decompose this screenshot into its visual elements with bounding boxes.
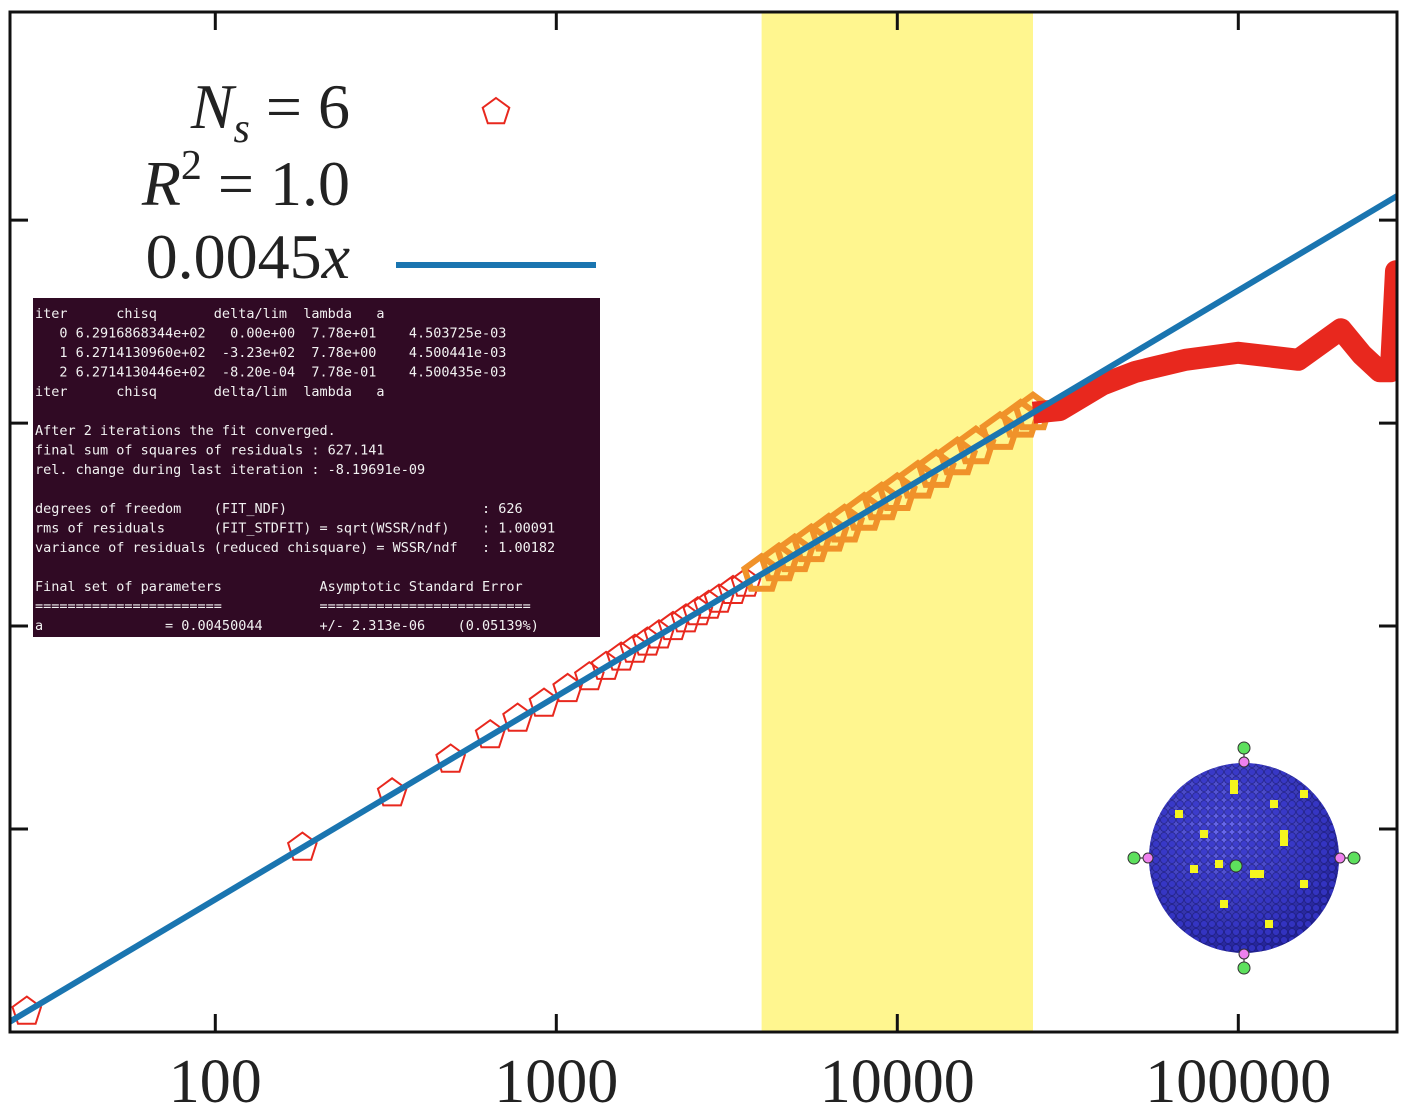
x-tick-label: 10000 [820,1048,975,1114]
data-layer [10,193,1397,1025]
legend-main: 0.0045 [146,221,322,292]
legend-rest: = 6 [250,71,350,142]
terminal-line: iter chisq delta/lim lambda a [35,306,385,322]
terminal-line: Final set of parameters Asymptotic Stand… [35,579,523,595]
sphere-illustration [1127,741,1361,975]
terminal-line: variance of residuals (reduced chisquare… [35,540,555,556]
legend-label: R2 = 1.0 [141,143,350,219]
terminal-inset: iter chisq delta/lim lambda a 0 6.291686… [33,298,600,637]
terminal-line: 0 6.2916868344e+02 0.00e+00 7.78e+01 4.5… [35,326,506,342]
legend-label: Ns = 6 [190,71,350,152]
highlight-band [761,12,1034,1032]
x-tick-label: 100 [169,1048,262,1114]
terminal-line: 1 6.2714130960e+02 -3.23e+02 7.78e+00 4.… [35,345,506,361]
terminal-line: final sum of squares of residuals : 627.… [35,443,385,459]
terminal-line: rel. change during last iteration : -8.1… [35,462,425,478]
legend-main: R [141,148,181,219]
terminal-line: degrees of freedom (FIT_NDF) : 626 [35,501,523,517]
legend-italic: x [321,221,350,292]
legend-marker [481,96,511,125]
x-tick-label: 100000 [1145,1048,1331,1114]
legend: Ns = 6R2 = 1.00.0045x [141,71,596,292]
terminal-background [33,298,600,637]
data-line [1031,260,1397,424]
terminal-line: 2 6.2714130446e+02 -8.20e-04 7.78e-01 4.… [35,365,506,381]
legend-main: N [190,71,237,142]
fit-line [10,193,1397,1025]
terminal-line: rms of residuals (FIT_STDFIT) = sqrt(WSS… [35,521,555,537]
legend-rest: = 1.0 [202,148,350,219]
sphere-texture [1149,763,1339,953]
terminal-line: a = 0.00450044 +/- 2.313e-06 (0.05139%) [35,618,539,634]
terminal-line: After 2 iterations the fit converged. [35,423,336,439]
terminal-line: iter chisq delta/lim lambda a [35,384,385,400]
terminal-line: ======================= ================… [35,599,531,615]
legend-label: 0.0045x [146,221,350,292]
sphere-patches [1175,780,1308,928]
legend-sub: s [234,106,250,152]
plot-area: 100 1000 10000 100000 [8,10,1399,1114]
legend-sup: 2 [181,143,202,189]
x-tick-label: 1000 [494,1048,618,1114]
frame [8,10,1399,1034]
